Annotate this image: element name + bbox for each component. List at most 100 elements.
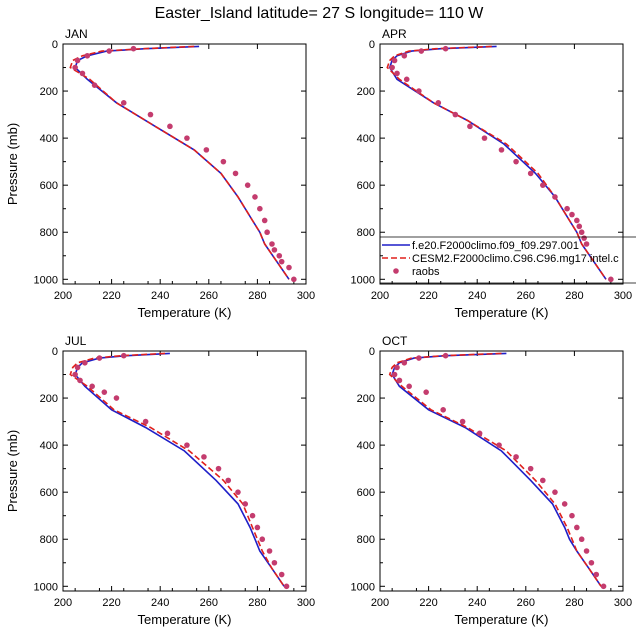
y-tick-label: 0: [369, 346, 375, 358]
data-point: [401, 359, 408, 366]
data-point: [254, 524, 261, 531]
data-point: [91, 82, 98, 88]
x-tick-label: 260: [517, 597, 535, 609]
y-tick-label: 400: [357, 133, 375, 145]
series-raobs: [72, 45, 297, 283]
y-tick-label: 600: [357, 180, 375, 192]
panel-oct: OCT 200 220 240 260 280 300 0 200 400 600 800 1000 Te…: [351, 334, 633, 627]
series-line-model2: [388, 352, 602, 587]
data-point: [74, 57, 81, 64]
data-point: [389, 64, 395, 71]
y-tick-label: 400: [40, 133, 58, 145]
data-point: [252, 194, 258, 200]
x-tick-label: 220: [419, 290, 437, 302]
data-point: [278, 571, 285, 578]
panel-jan: JAN 200 220 240 260 280 300 0 200 400 600 800 1000 Te…: [5, 27, 315, 320]
data-point: [391, 57, 398, 64]
data-point: [569, 512, 575, 519]
data-point: [583, 241, 590, 247]
data-point: [574, 524, 580, 531]
x-tick-label: 200: [371, 597, 389, 609]
y-tick-label: 600: [357, 487, 375, 499]
data-point: [513, 454, 519, 460]
data-point: [242, 501, 249, 507]
y-tick-label: 1000: [351, 274, 375, 286]
data-point: [271, 247, 278, 253]
legend-label: CESM2.F2000climo.C96.C96.mg17.intel.c: [412, 253, 619, 265]
data-point: [581, 235, 587, 241]
data-point: [569, 211, 575, 218]
data-point: [120, 352, 127, 359]
y-tick-label: 800: [357, 227, 375, 239]
data-point: [608, 276, 614, 283]
y-tick-label: 600: [40, 487, 58, 499]
x-tick-label: 240: [151, 290, 169, 302]
panel-label: JAN: [65, 27, 88, 41]
x-tick-label: 220: [102, 597, 120, 609]
data-point: [120, 100, 127, 106]
y-axis-label: Pressure (mb): [5, 430, 20, 512]
data-point: [578, 536, 585, 543]
data-point: [84, 52, 91, 59]
data-point: [113, 395, 120, 401]
data-point: [394, 364, 400, 371]
y-tick-label: 200: [40, 393, 58, 405]
panel-label: OCT: [382, 334, 408, 348]
data-point: [527, 465, 534, 472]
x-tick-label: 260: [517, 290, 535, 302]
data-point: [184, 442, 190, 448]
data-point: [467, 123, 473, 130]
data-point: [278, 258, 285, 265]
data-point: [498, 147, 505, 153]
data-point: [220, 158, 227, 165]
data-point: [89, 383, 95, 390]
data-point: [583, 548, 590, 554]
data-point: [203, 147, 210, 153]
data-point: [423, 389, 429, 395]
data-point: [440, 407, 446, 413]
legend-label: raobs: [412, 266, 440, 278]
data-point: [164, 430, 171, 437]
x-tick-label: 240: [468, 597, 486, 609]
data-point: [481, 135, 488, 141]
y-tick-label: 200: [357, 393, 375, 405]
data-point: [259, 536, 266, 543]
data-point: [232, 170, 239, 177]
y-tick-label: 0: [369, 39, 375, 51]
data-point: [235, 489, 241, 495]
data-point: [561, 501, 568, 507]
data-point: [540, 182, 546, 188]
series-line-model1: [74, 352, 285, 587]
series-line-model2: [69, 352, 285, 587]
series-raobs: [391, 352, 607, 590]
data-point: [396, 377, 403, 384]
data-point: [72, 371, 78, 378]
x-tick-label: 260: [200, 290, 218, 302]
data-point: [167, 123, 173, 130]
series-raobs: [72, 352, 290, 590]
data-point: [540, 477, 546, 484]
x-tick-label: 200: [371, 290, 389, 302]
x-tick-label: 280: [248, 597, 266, 609]
x-axis-label: Temperature (K): [138, 305, 232, 320]
data-point: [527, 170, 534, 177]
data-point: [552, 489, 558, 495]
x-axis-label: Temperature (K): [455, 612, 549, 627]
data-point: [106, 48, 112, 54]
data-point: [77, 377, 83, 384]
data-point: [564, 205, 570, 212]
series-line-model2: [69, 45, 290, 280]
data-point: [552, 194, 558, 200]
y-tick-label: 400: [40, 440, 58, 452]
data-point: [257, 205, 263, 212]
x-tick-label: 280: [565, 597, 583, 609]
y-tick-label: 200: [40, 86, 58, 98]
panel-apr: APR 200 220 240 260 280 300 0 200 400 600 800 1000 Te…: [351, 27, 633, 320]
series-raobs: [389, 45, 614, 283]
y-tick-label: 400: [357, 440, 375, 452]
y-tick-label: 1000: [34, 581, 58, 593]
data-point: [442, 45, 449, 52]
y-tick-label: 1000: [351, 581, 375, 593]
x-tick-label: 220: [419, 597, 437, 609]
data-point: [215, 465, 222, 472]
